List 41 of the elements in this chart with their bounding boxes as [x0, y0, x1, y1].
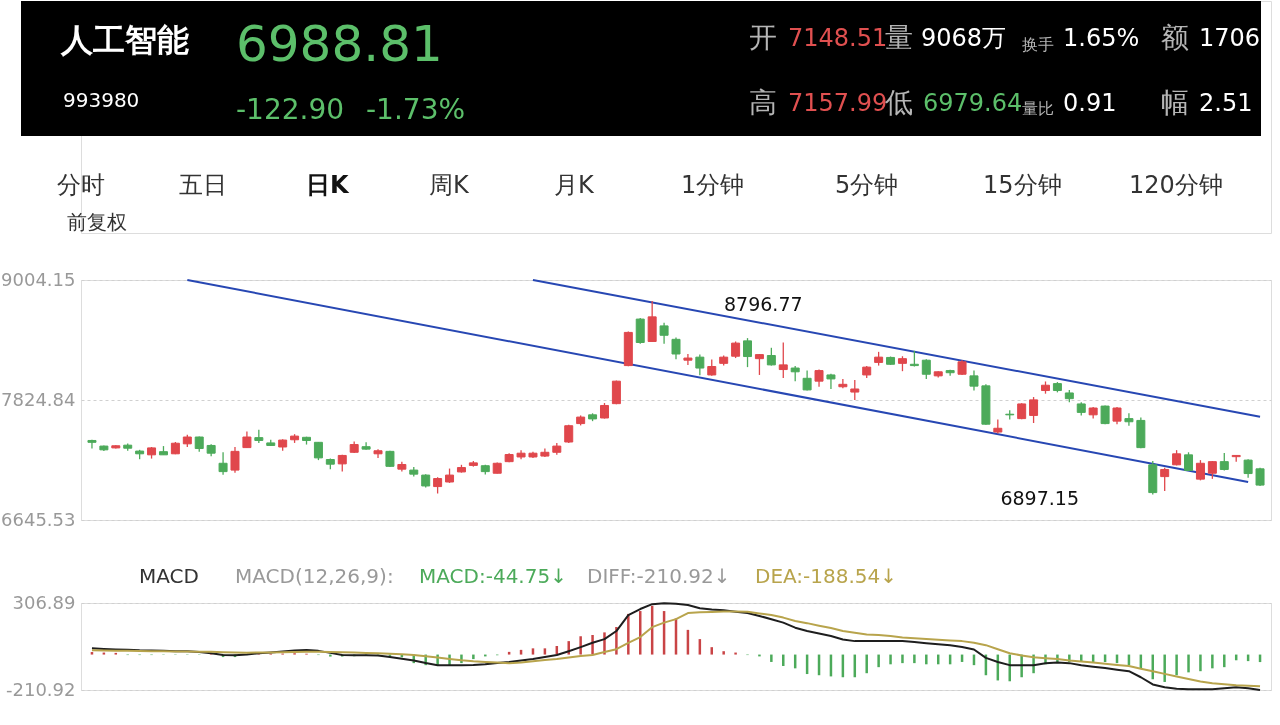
text: 月K	[554, 171, 595, 199]
text: 幅	[1161, 86, 1189, 119]
text: 五日	[179, 171, 227, 199]
chart-title: 人工智能	[60, 21, 189, 59]
annotation: 6897.15	[1000, 487, 1079, 509]
text: -122.90	[236, 93, 345, 126]
text: 1分钟	[681, 171, 745, 199]
text: 9068万	[921, 24, 1007, 52]
annotation: 8796.77	[724, 293, 803, 315]
text: MACD:-44.75↓	[419, 564, 567, 588]
text: 6988.81	[236, 15, 443, 73]
text: 周K	[429, 171, 470, 199]
text: 日K	[306, 171, 350, 199]
text: 分时	[57, 171, 105, 199]
text: 换手	[1022, 35, 1054, 54]
text: 额	[1161, 21, 1189, 54]
text: 量比	[1022, 99, 1054, 118]
text: 量	[885, 21, 913, 54]
text: 前复权	[67, 210, 127, 234]
y-tick-label: 9004.15	[1, 268, 76, 290]
text: -1.73%	[366, 93, 466, 126]
text: 2.51	[1199, 89, 1253, 117]
text: 5分钟	[835, 171, 899, 199]
chart-subtitle: 993980	[63, 88, 140, 112]
y-tick-label: 6645.53	[1, 508, 76, 530]
text: 低	[885, 86, 913, 119]
y-tick-label: 7824.84	[1, 388, 76, 410]
chart-title: MACD	[139, 564, 199, 588]
text: DEA:-188.54↓	[755, 564, 898, 588]
chart-subtitle: MACD(12,26,9):	[235, 564, 394, 588]
text: 1.65%	[1063, 24, 1140, 52]
text: 高	[749, 86, 777, 119]
y-tick-label: -210.92	[6, 678, 76, 700]
text: 开	[749, 21, 777, 54]
text: 0.91	[1063, 89, 1117, 117]
text: 120分钟	[1129, 171, 1223, 199]
text: 15分钟	[983, 171, 1062, 199]
text: DIFF:-210.92↓	[587, 564, 731, 588]
y-tick-label: 306.89	[12, 591, 76, 613]
text: 6979.64	[923, 89, 1023, 117]
text: 1706	[1199, 24, 1261, 52]
